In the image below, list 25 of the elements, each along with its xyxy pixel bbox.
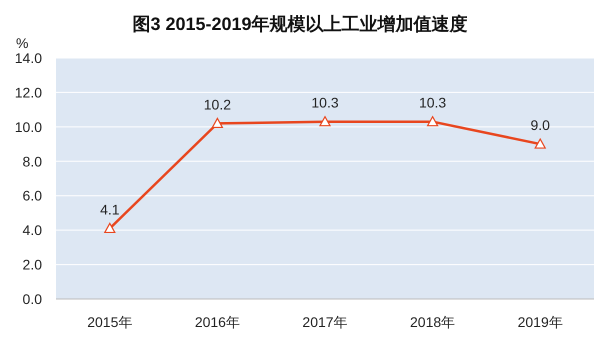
y-tick-label: 10.0	[14, 118, 42, 135]
y-tick-label: 4.0	[22, 222, 42, 238]
y-tick-label: 8.0	[22, 153, 42, 170]
point	[427, 116, 438, 126]
point	[319, 116, 331, 126]
point	[534, 138, 546, 149]
x-tick-label: 2018年	[410, 314, 456, 330]
data-label: 10.3	[418, 94, 446, 111]
y-axis-title: %	[16, 35, 28, 51]
x-tick-label: 2016年	[194, 314, 240, 330]
y-tick-label: 2.0	[22, 256, 42, 273]
y-tick-label: 0.0	[22, 291, 42, 307]
data-label: 4.1	[100, 201, 120, 218]
x-tick-label: 2019年	[518, 314, 563, 330]
y-tick-label: 12.0	[14, 84, 42, 100]
data-label: 10.3	[311, 94, 339, 111]
x-tick-label: 2017年	[302, 314, 348, 330]
chart-title: 图3 2015-2019年规模以上工业增加值速度	[132, 14, 468, 34]
x-tick-label: 2015年	[87, 314, 132, 330]
y-tick-label: 14.0	[14, 50, 42, 66]
data-label: 10.2	[204, 96, 232, 112]
y-tick-label: 6.0	[22, 188, 42, 204]
point	[104, 222, 116, 234]
point	[212, 118, 223, 128]
data-label: 9.0	[530, 117, 550, 134]
